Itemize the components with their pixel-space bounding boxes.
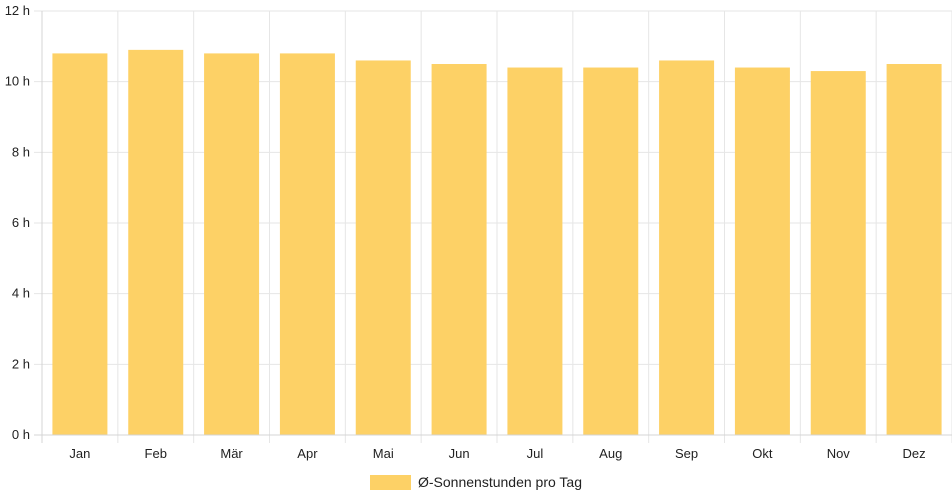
x-tick-label: Okt [752,446,773,461]
x-tick-label: Dez [903,446,926,461]
x-tick-label: Jun [449,446,470,461]
x-tick-label: Jan [69,446,90,461]
bar-aug[interactable] [583,67,639,436]
x-tick-label: Feb [145,446,167,461]
x-tick-label: Nov [827,446,851,461]
chart-axes [34,11,952,443]
x-axis-tick-labels: Jan Feb Mär Apr Mai Jun Jul Aug Sep Okt Nov Dez [69,446,925,461]
legend-label: Ø-Sonnenstunden pro Tag [418,474,582,490]
bar-okt[interactable] [734,67,790,436]
chart-legend[interactable]: Ø-Sonnenstunden pro Tag [370,474,582,490]
bar-sep[interactable] [659,60,715,435]
bar-jun[interactable] [431,64,487,435]
bar-jan[interactable] [52,53,108,436]
bar-mai[interactable] [355,60,411,435]
bar-dez[interactable] [886,64,942,435]
y-tick-label: 12 h [5,3,30,18]
y-tick-label: 4 h [12,286,30,301]
x-tick-label: Mär [220,446,243,461]
chart-grid [34,10,952,443]
x-tick-label: Apr [297,446,318,461]
chart-bars [52,49,942,436]
bar-nov[interactable] [810,71,866,436]
x-tick-label: Mai [373,446,394,461]
x-tick-label: Aug [599,446,622,461]
bar-apr[interactable] [279,53,335,436]
legend-swatch [370,475,411,490]
y-tick-label: 10 h [5,74,30,89]
y-tick-label: 2 h [12,356,30,371]
y-tick-label: 8 h [12,144,30,159]
y-tick-label: 6 h [12,215,30,230]
x-tick-label: Sep [675,446,698,461]
x-tick-label: Jul [527,446,544,461]
y-tick-label: 0 h [12,427,30,442]
bar-jul[interactable] [507,67,563,436]
bar-feb[interactable] [128,49,184,435]
y-axis-tick-labels: 0 h 2 h 4 h 6 h 8 h 10 h 12 h [5,3,30,442]
bar-mär[interactable] [204,53,260,436]
